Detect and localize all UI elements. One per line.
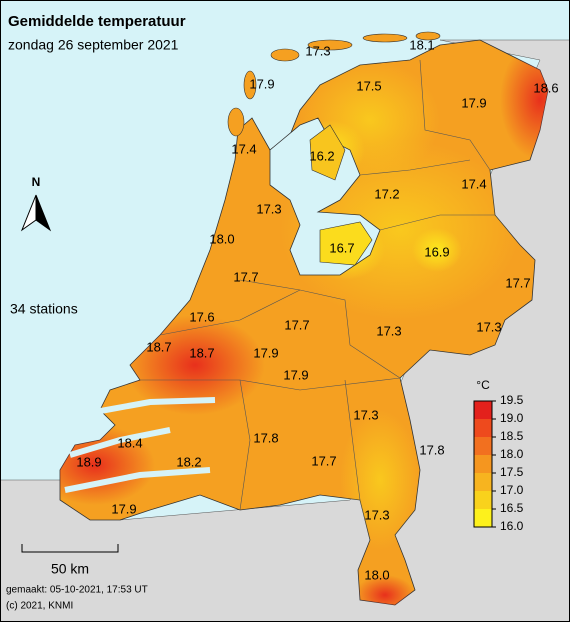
flevoland <box>319 221 373 266</box>
station-value: 18.1 <box>409 37 434 52</box>
station-value: 17.7 <box>505 275 530 290</box>
station-value: 17.3 <box>476 319 501 334</box>
station-value: 18.6 <box>533 80 558 95</box>
station-value: 17.9 <box>283 367 308 382</box>
station-value: 17.2 <box>374 186 399 201</box>
wadden-islands <box>227 31 441 137</box>
station-value: 17.9 <box>249 76 274 91</box>
station-value: 18.2 <box>176 454 201 469</box>
station-value: 17.9 <box>461 95 486 110</box>
title: Gemiddelde temperatuur <box>8 13 186 30</box>
station-value: 17.6 <box>189 309 214 324</box>
legend-tick-label: 16.5 <box>500 501 524 515</box>
legend-band <box>474 491 492 509</box>
legend-tick-label: 18.5 <box>500 429 524 443</box>
copyright: (c) 2021, KNMI <box>6 601 73 612</box>
scale-bar: 50 km <box>21 544 119 577</box>
station-value: 17.5 <box>356 78 381 93</box>
legend-band <box>474 473 492 491</box>
legend-tick-label: 16.0 <box>500 519 524 533</box>
compass-label: N <box>32 175 41 189</box>
station-value: 17.3 <box>305 43 330 58</box>
station-value: 17.8 <box>419 442 444 457</box>
station-value: 17.9 <box>111 501 136 516</box>
station-value: 16.2 <box>309 148 334 163</box>
station-value: 17.3 <box>353 407 378 422</box>
legend-tick-label: 19.5 <box>500 393 524 407</box>
station-value: 17.4 <box>231 141 256 156</box>
legend-tick-label: 19.0 <box>500 411 524 425</box>
noordoostpolder <box>309 124 346 181</box>
compass: N <box>20 175 52 232</box>
zeeland-water <box>64 397 216 493</box>
station-value: 17.3 <box>364 507 389 522</box>
province-borders <box>140 59 495 511</box>
station-value: 18.9 <box>76 454 101 469</box>
station-value: 17.3 <box>256 201 281 216</box>
legend-unit: °C <box>476 378 490 392</box>
station-value: 17.7 <box>284 317 309 332</box>
legend-band <box>474 509 492 527</box>
legend-outline <box>473 400 493 528</box>
station-value: 18.7 <box>189 345 214 360</box>
station-value: 17.9 <box>253 345 278 360</box>
station-value: 18.0 <box>364 567 389 582</box>
station-value: 18.0 <box>209 231 234 246</box>
legend-band <box>474 401 492 419</box>
station-value: 17.3 <box>376 323 401 338</box>
legend-tick-label: 17.5 <box>500 465 524 479</box>
station-count: 34 stations <box>10 301 78 317</box>
legend-band <box>474 437 492 455</box>
station-value: 18.7 <box>146 339 171 354</box>
station-value: 18.4 <box>117 435 142 450</box>
station-value: 17.7 <box>311 453 336 468</box>
subtitle: zondag 26 september 2021 <box>8 37 179 53</box>
scale-label: 50 km <box>51 561 89 577</box>
made-date: gemaakt: 05-10-2021, 17:53 UT <box>6 585 148 596</box>
legend-tick-label: 18.0 <box>500 447 524 461</box>
station-value: 17.8 <box>253 430 278 445</box>
legend-band <box>474 419 492 437</box>
legend-band <box>474 455 492 473</box>
station-labels: 17.3 18.1 17.9 17.5 17.9 18.6 17.4 16.2 17.2 17.4… <box>76 37 558 582</box>
station-value: 17.7 <box>233 269 258 284</box>
station-value: 17.4 <box>461 176 486 191</box>
station-value: 16.7 <box>329 240 354 255</box>
legend: 19.5 19.0 18.5 18.0 17.5 17.0 16.5 16.0 <box>473 393 524 533</box>
legend-tick-label: 17.0 <box>500 483 524 497</box>
station-value: 16.9 <box>424 244 449 259</box>
